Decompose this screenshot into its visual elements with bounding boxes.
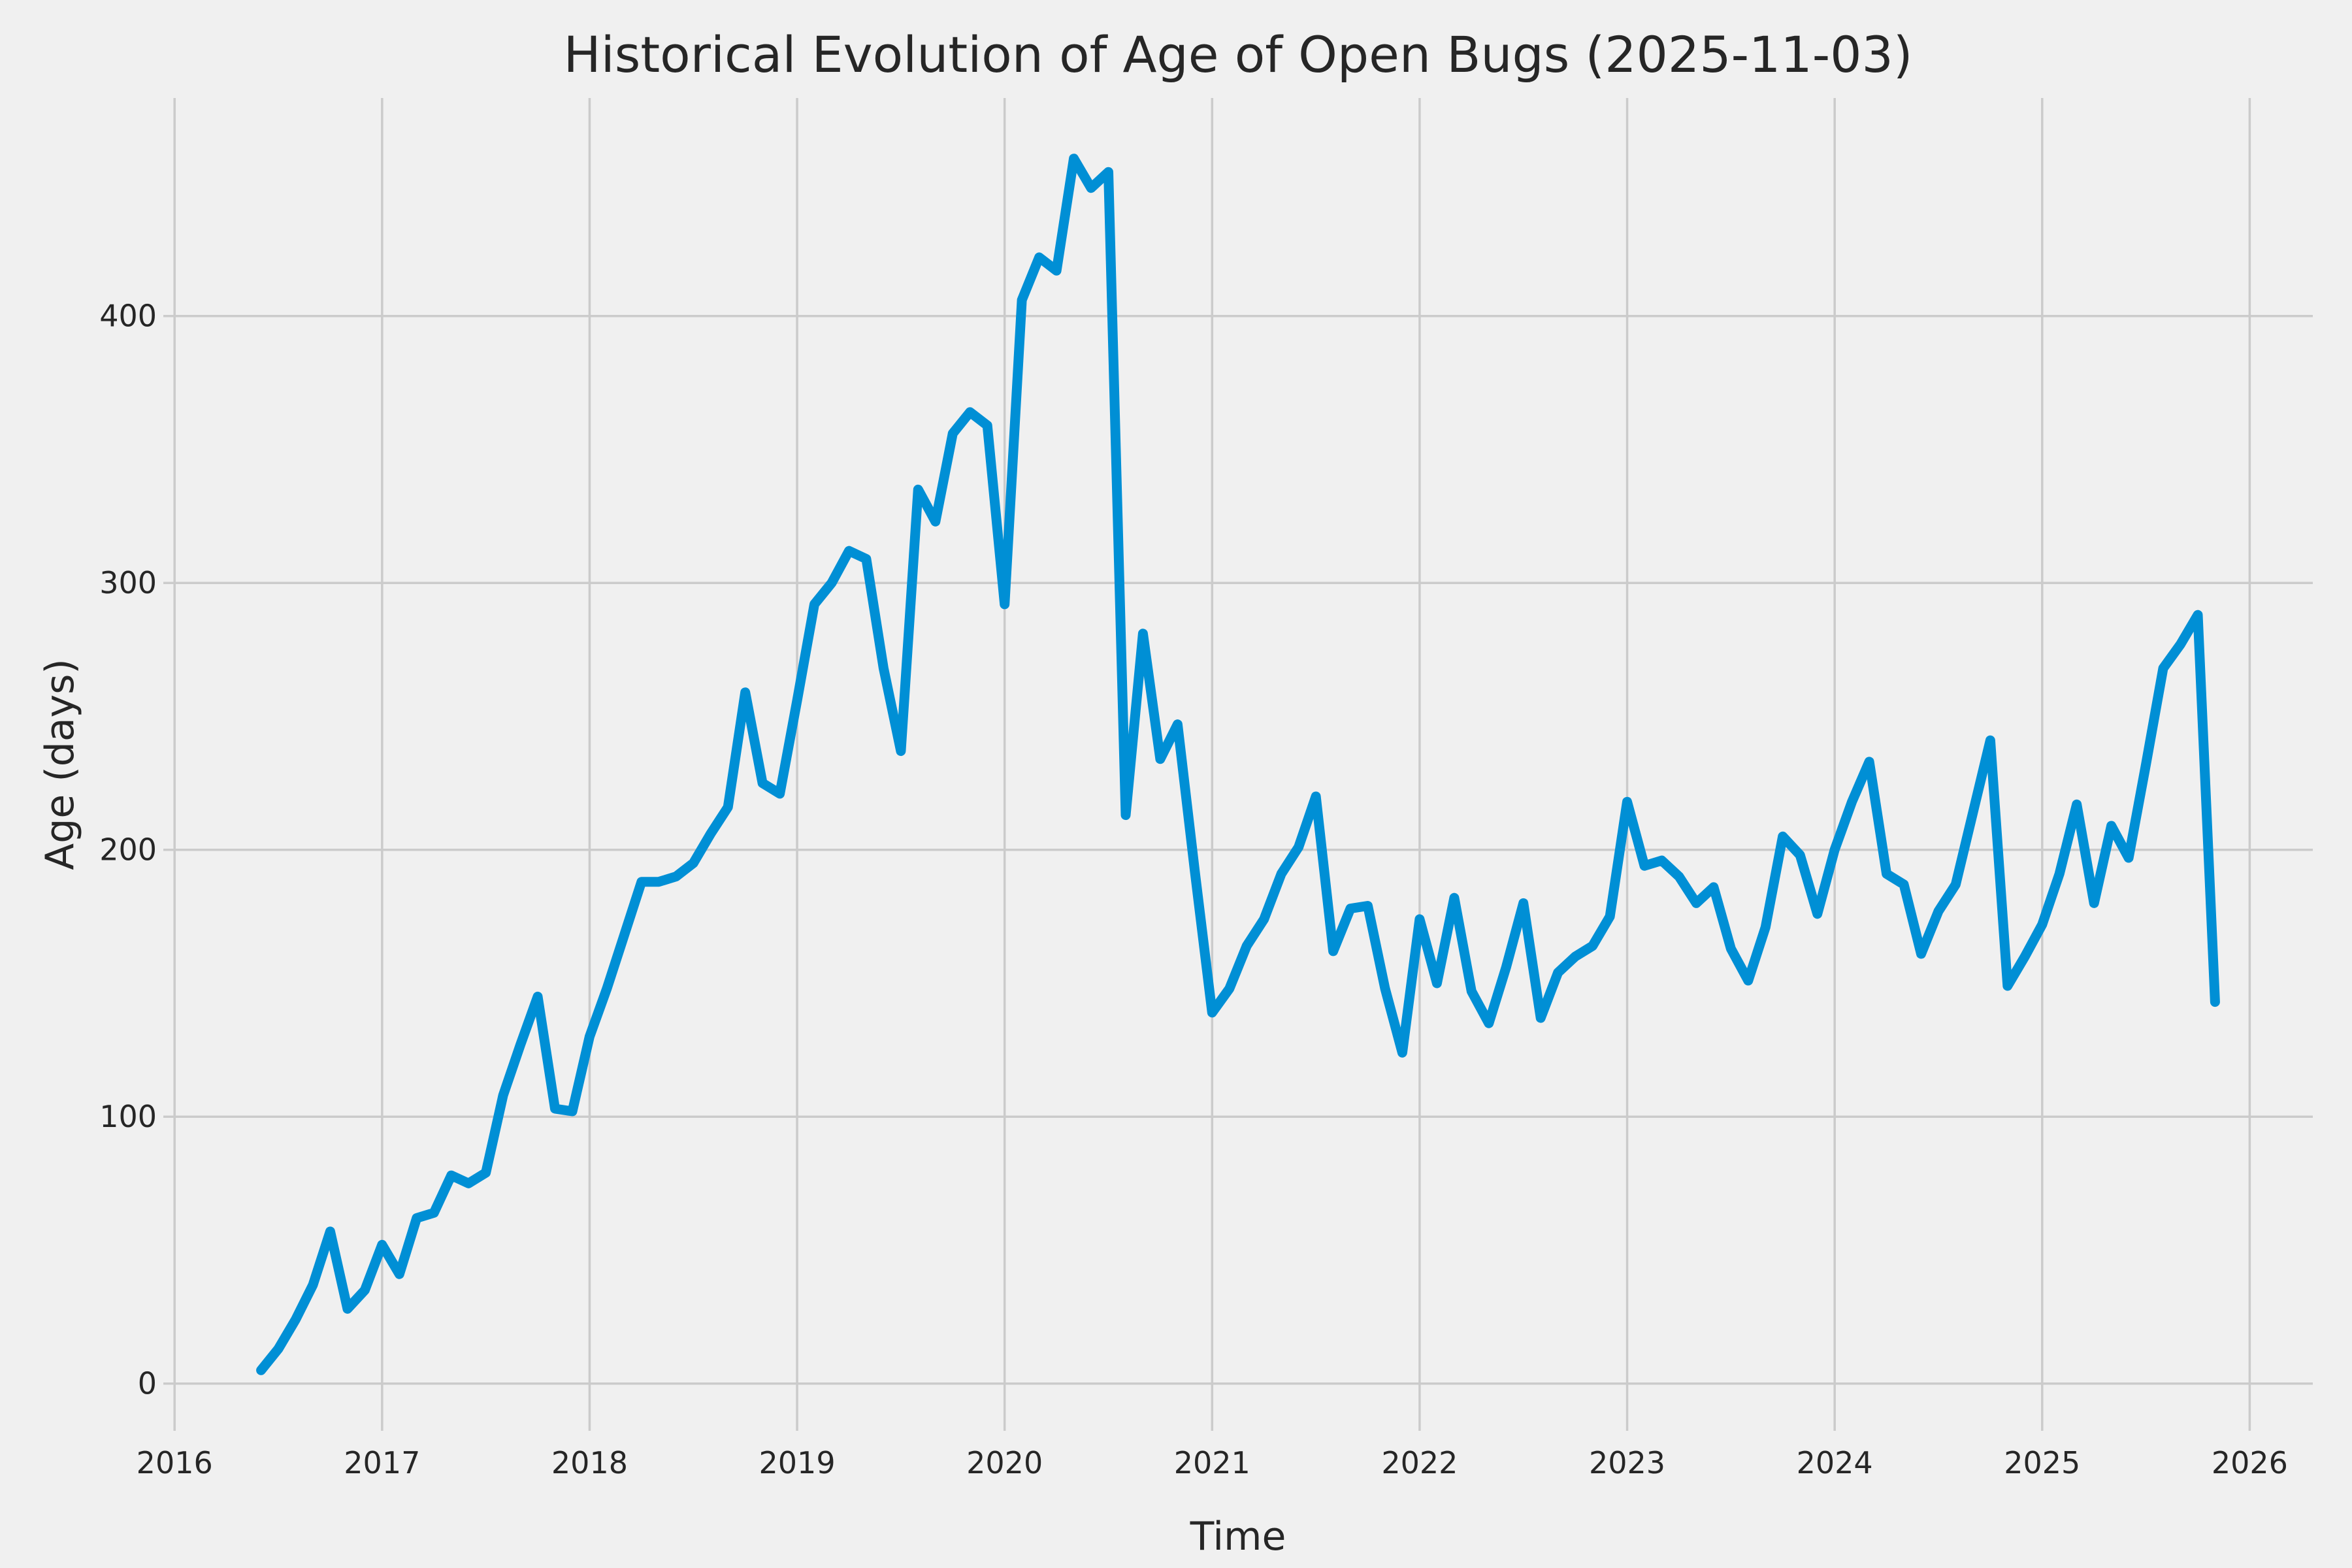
x-tick-label: 2016	[137, 1445, 213, 1480]
y-axis-label: Age (days)	[37, 659, 83, 870]
x-tick-label: 2023	[1589, 1445, 1665, 1480]
y-tick-label: 400	[99, 299, 157, 334]
x-axis-label: Time	[1190, 1514, 1286, 1560]
chart-title: Historical Evolution of Age of Open Bugs…	[563, 25, 1912, 84]
x-tick-labels: 2016 2017 2018 2019 2020 2021 2022 2023 2024 2025…	[137, 1445, 2288, 1480]
y-tick-label: 200	[99, 832, 157, 868]
x-tick-label: 2018	[551, 1445, 628, 1480]
y-tick-label: 0	[138, 1366, 157, 1401]
x-tick-label: 2024	[1797, 1445, 1873, 1480]
bugs-age-series-line	[256, 154, 2220, 1375]
x-tick-label: 2021	[1174, 1445, 1250, 1480]
gridlines	[163, 98, 2313, 1431]
x-tick-label: 2020	[966, 1445, 1043, 1480]
x-tick-label: 2022	[1381, 1445, 1458, 1480]
x-tick-label: 2025	[2004, 1445, 2080, 1480]
x-tick-label: 2019	[759, 1445, 836, 1480]
x-tick-label: 2017	[344, 1445, 420, 1480]
y-tick-labels: 0 100 200 300 400	[99, 299, 157, 1401]
y-tick-label: 100	[99, 1099, 157, 1134]
y-tick-label: 300	[99, 565, 157, 600]
x-tick-label: 2026	[2212, 1445, 2288, 1480]
